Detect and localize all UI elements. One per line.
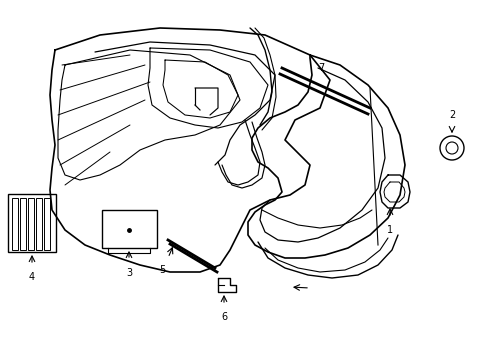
Bar [28, 198, 34, 250]
Bar [20, 198, 26, 250]
Text: 4: 4 [29, 272, 35, 282]
Bar [44, 198, 50, 250]
Text: 3: 3 [126, 268, 132, 278]
Bar [36, 198, 42, 250]
Text: 1: 1 [386, 225, 392, 235]
Bar [102, 210, 157, 248]
Bar [8, 194, 56, 252]
Bar [12, 198, 18, 250]
Text: 6: 6 [221, 312, 226, 322]
Text: 2: 2 [448, 110, 454, 120]
Text: 5: 5 [159, 265, 165, 275]
Text: 7: 7 [317, 63, 324, 73]
